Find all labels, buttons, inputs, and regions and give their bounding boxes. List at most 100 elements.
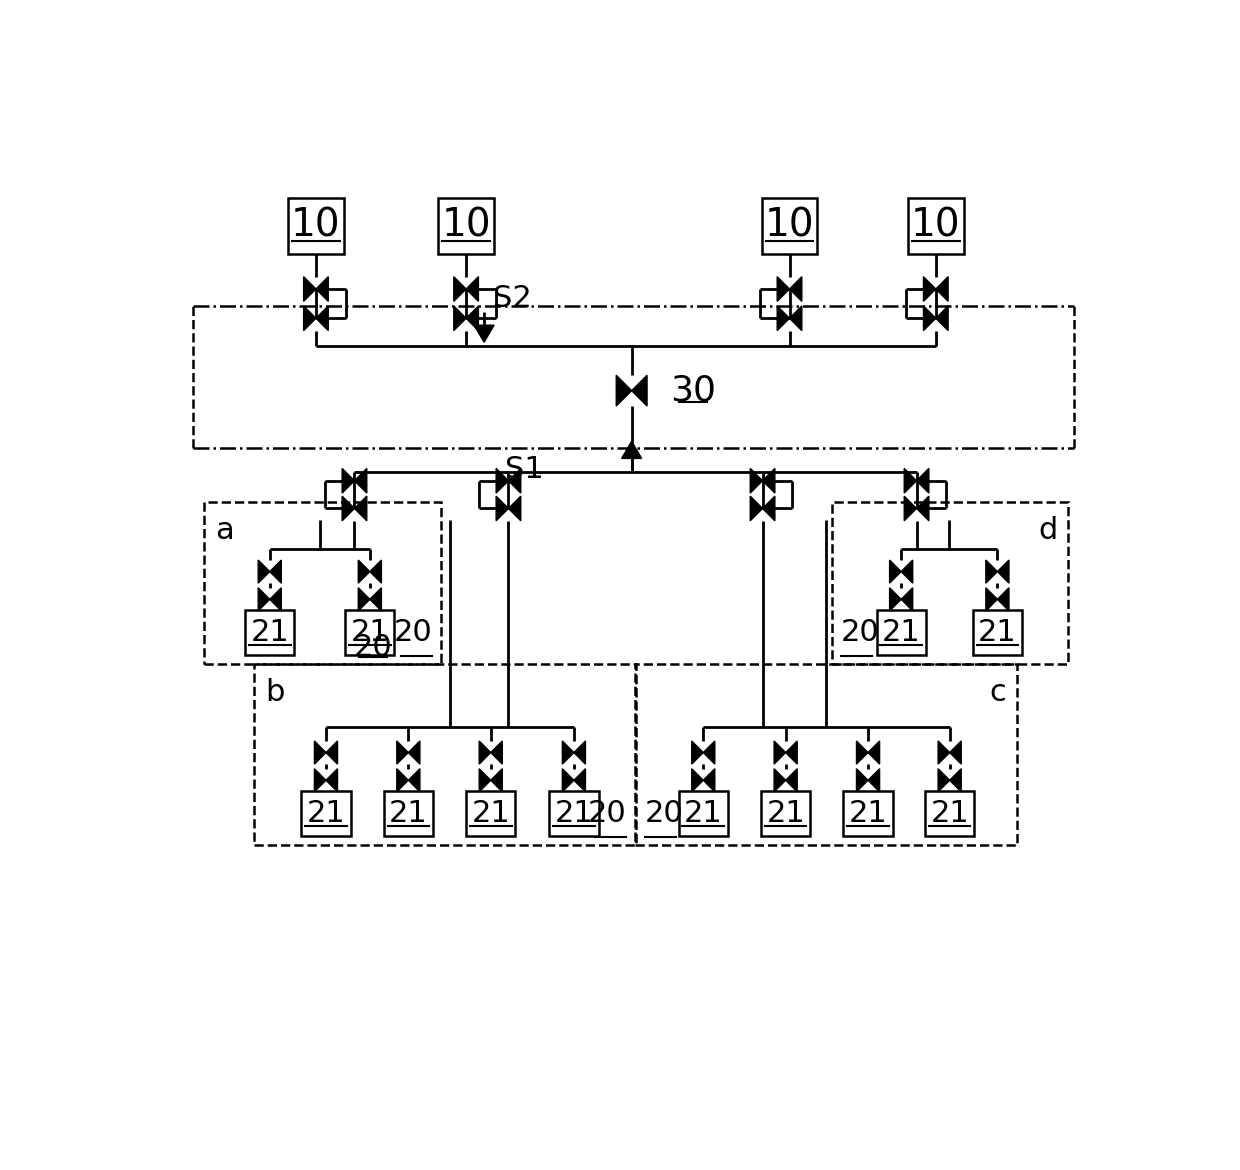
Polygon shape — [750, 496, 763, 521]
Text: 21: 21 — [848, 799, 888, 828]
Polygon shape — [936, 276, 949, 302]
Polygon shape — [774, 769, 786, 792]
Polygon shape — [924, 276, 936, 302]
Polygon shape — [408, 741, 420, 764]
Bar — [678, 791, 728, 835]
Polygon shape — [997, 560, 1009, 583]
Bar — [761, 791, 810, 835]
Text: 21: 21 — [554, 799, 593, 828]
Text: b: b — [265, 677, 284, 707]
Bar — [254, 665, 635, 845]
Bar — [439, 198, 494, 254]
Polygon shape — [358, 587, 370, 611]
Polygon shape — [342, 496, 355, 521]
Bar — [877, 610, 926, 655]
Text: S1: S1 — [505, 455, 543, 484]
Polygon shape — [950, 741, 961, 764]
Polygon shape — [496, 468, 508, 493]
Bar — [345, 610, 394, 655]
Polygon shape — [790, 305, 802, 331]
Polygon shape — [750, 468, 763, 493]
Polygon shape — [621, 441, 641, 459]
Polygon shape — [474, 325, 494, 342]
Polygon shape — [479, 769, 491, 792]
Text: 20: 20 — [353, 633, 392, 661]
Text: 20: 20 — [841, 618, 880, 647]
Bar — [246, 610, 294, 655]
Text: 21: 21 — [930, 799, 968, 828]
Polygon shape — [270, 587, 281, 611]
Polygon shape — [491, 741, 502, 764]
Text: 10: 10 — [765, 207, 815, 245]
Polygon shape — [868, 769, 879, 792]
Polygon shape — [786, 741, 797, 764]
Polygon shape — [397, 741, 408, 764]
Polygon shape — [986, 587, 997, 611]
Polygon shape — [496, 496, 508, 521]
Polygon shape — [939, 769, 950, 792]
Polygon shape — [692, 769, 703, 792]
Polygon shape — [901, 587, 913, 611]
Polygon shape — [924, 305, 936, 331]
Polygon shape — [703, 769, 714, 792]
Text: 21: 21 — [250, 618, 289, 647]
Text: 21: 21 — [306, 799, 345, 828]
Polygon shape — [868, 741, 879, 764]
Text: 21: 21 — [351, 618, 389, 647]
Bar — [205, 502, 441, 665]
Text: 30: 30 — [671, 373, 717, 407]
Polygon shape — [342, 468, 355, 493]
Polygon shape — [692, 741, 703, 764]
Polygon shape — [574, 769, 585, 792]
Polygon shape — [491, 769, 502, 792]
Polygon shape — [479, 741, 491, 764]
Polygon shape — [466, 305, 479, 331]
Polygon shape — [316, 305, 329, 331]
Polygon shape — [986, 560, 997, 583]
Bar — [925, 791, 975, 835]
Polygon shape — [763, 496, 775, 521]
Polygon shape — [466, 276, 479, 302]
Polygon shape — [258, 587, 270, 611]
Polygon shape — [916, 468, 929, 493]
Polygon shape — [326, 769, 337, 792]
Polygon shape — [358, 560, 370, 583]
Text: S2: S2 — [494, 284, 532, 312]
Polygon shape — [703, 741, 714, 764]
Bar — [843, 791, 893, 835]
Text: 10: 10 — [911, 207, 961, 245]
Polygon shape — [939, 741, 950, 764]
Polygon shape — [936, 305, 949, 331]
Text: a: a — [215, 516, 234, 545]
Polygon shape — [889, 560, 901, 583]
Polygon shape — [857, 769, 868, 792]
Polygon shape — [904, 468, 916, 493]
Text: d: d — [1038, 516, 1058, 545]
Bar — [832, 502, 1068, 665]
Polygon shape — [777, 305, 790, 331]
Polygon shape — [304, 276, 316, 302]
Polygon shape — [315, 741, 326, 764]
Polygon shape — [258, 560, 270, 583]
Polygon shape — [950, 769, 961, 792]
Text: 21: 21 — [389, 799, 428, 828]
Polygon shape — [901, 560, 913, 583]
Polygon shape — [631, 376, 647, 406]
Polygon shape — [889, 587, 901, 611]
Polygon shape — [916, 496, 929, 521]
Polygon shape — [508, 496, 521, 521]
Polygon shape — [270, 560, 281, 583]
Polygon shape — [786, 769, 797, 792]
Text: 21: 21 — [766, 799, 805, 828]
Polygon shape — [370, 587, 382, 611]
Polygon shape — [574, 741, 585, 764]
Polygon shape — [563, 769, 574, 792]
Polygon shape — [454, 276, 466, 302]
Text: 10: 10 — [441, 207, 491, 245]
Bar — [301, 791, 351, 835]
Bar — [908, 198, 963, 254]
Polygon shape — [774, 741, 786, 764]
Polygon shape — [563, 741, 574, 764]
Polygon shape — [370, 560, 382, 583]
Text: 20: 20 — [588, 799, 626, 828]
